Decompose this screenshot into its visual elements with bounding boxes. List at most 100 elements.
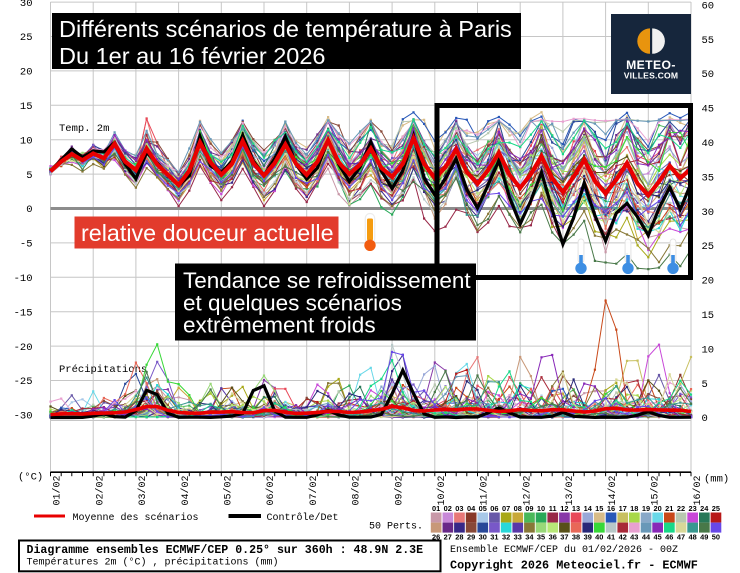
svg-text:09: 09 <box>525 504 533 513</box>
svg-text:16: 16 <box>607 504 615 513</box>
svg-text:30: 30 <box>20 0 33 10</box>
svg-text:10/02: 10/02 <box>436 475 448 505</box>
svg-text:29: 29 <box>467 532 475 541</box>
svg-text:18: 18 <box>630 504 638 513</box>
svg-text:28: 28 <box>455 532 463 541</box>
svg-text:21: 21 <box>665 504 673 513</box>
svg-text:45: 45 <box>702 104 715 116</box>
svg-text:Copyright 2026 Meteociel.fr -: Copyright 2026 Meteociel.fr - ECMWF <box>450 559 698 573</box>
svg-text:50: 50 <box>712 532 720 541</box>
svg-text:42: 42 <box>619 532 627 541</box>
svg-text:38: 38 <box>572 532 580 541</box>
svg-text:50 Perts.: 50 Perts. <box>369 522 423 533</box>
svg-text:41: 41 <box>607 532 615 541</box>
svg-text:50: 50 <box>702 69 715 81</box>
svg-text:et quelques scénarios: et quelques scénarios <box>183 291 402 316</box>
svg-text:Précipitations: Précipitations <box>59 364 147 376</box>
svg-text:20: 20 <box>702 276 715 288</box>
svg-text:Ensemble ECMWF/CEP du 01/02/20: Ensemble ECMWF/CEP du 01/02/2026 - 00Z <box>450 544 678 556</box>
svg-text:23: 23 <box>688 504 696 513</box>
svg-text:02: 02 <box>444 504 452 513</box>
svg-text:relative douceur actuelle: relative douceur actuelle <box>81 220 334 246</box>
svg-text:55: 55 <box>702 35 715 47</box>
svg-text:35: 35 <box>537 532 545 541</box>
svg-text:Contrôle/Det: Contrôle/Det <box>267 512 339 524</box>
svg-text:03: 03 <box>455 504 463 513</box>
svg-text:5: 5 <box>26 170 32 182</box>
svg-text:14: 14 <box>584 504 593 513</box>
svg-text:06: 06 <box>490 504 498 513</box>
svg-text:25: 25 <box>712 504 720 513</box>
svg-text:Moyenne des scénarios: Moyenne des scénarios <box>73 512 199 524</box>
svg-text:26: 26 <box>432 532 440 541</box>
svg-text:22: 22 <box>677 504 685 513</box>
svg-text:15: 15 <box>595 504 603 513</box>
svg-text:12/02: 12/02 <box>521 475 533 505</box>
svg-text:VILLES.COM: VILLES.COM <box>624 71 679 81</box>
svg-text:Temp. 2m: Temp. 2m <box>59 123 109 135</box>
svg-text:47: 47 <box>677 532 685 541</box>
svg-text:07: 07 <box>502 504 510 513</box>
svg-text:-5: -5 <box>20 239 33 251</box>
svg-text:06/02: 06/02 <box>265 475 277 505</box>
svg-text:37: 37 <box>560 532 568 541</box>
svg-text:0: 0 <box>26 204 32 216</box>
svg-text:30: 30 <box>479 532 487 541</box>
svg-text:15: 15 <box>702 310 715 322</box>
svg-text:40: 40 <box>702 138 715 150</box>
svg-text:44: 44 <box>642 532 651 541</box>
svg-text:02/02: 02/02 <box>94 475 106 505</box>
svg-text:08: 08 <box>514 504 522 513</box>
svg-text:-10: -10 <box>14 273 33 285</box>
svg-text:25: 25 <box>702 241 715 253</box>
svg-text:10: 10 <box>20 135 33 147</box>
svg-text:15: 15 <box>20 101 33 113</box>
svg-text:14/02: 14/02 <box>607 475 619 505</box>
svg-text:(°C): (°C) <box>18 472 43 484</box>
svg-text:Différents scénarios de tempér: Différents scénarios de température à Pa… <box>59 16 512 42</box>
svg-text:01: 01 <box>432 504 440 513</box>
svg-text:-25: -25 <box>14 376 33 388</box>
svg-text:40: 40 <box>595 532 603 541</box>
svg-text:43: 43 <box>630 532 638 541</box>
svg-text:17: 17 <box>619 504 627 513</box>
svg-text:12: 12 <box>560 504 568 513</box>
svg-text:45: 45 <box>653 532 661 541</box>
svg-text:24: 24 <box>700 504 709 513</box>
svg-text:11: 11 <box>549 504 557 513</box>
svg-text:METEO-: METEO- <box>626 58 676 72</box>
svg-text:25: 25 <box>20 32 33 44</box>
svg-text:15/02: 15/02 <box>650 475 662 505</box>
svg-text:Diagramme ensembles ECMWF/CEP: Diagramme ensembles ECMWF/CEP 0.25° sur … <box>27 544 424 557</box>
svg-text:60: 60 <box>702 0 715 12</box>
svg-text:27: 27 <box>444 532 452 541</box>
svg-text:20: 20 <box>20 67 33 79</box>
svg-text:5: 5 <box>702 379 708 391</box>
svg-text:-20: -20 <box>14 342 33 354</box>
svg-text:07/02: 07/02 <box>308 475 320 505</box>
svg-text:36: 36 <box>549 532 557 541</box>
svg-text:48: 48 <box>688 532 696 541</box>
svg-text:05: 05 <box>479 504 487 513</box>
svg-text:34: 34 <box>525 532 534 541</box>
svg-text:19: 19 <box>642 504 650 513</box>
svg-text:35: 35 <box>702 172 715 184</box>
svg-text:46: 46 <box>665 532 673 541</box>
svg-text:13/02: 13/02 <box>564 475 576 505</box>
svg-text:33: 33 <box>514 532 522 541</box>
svg-text:09/02: 09/02 <box>393 475 405 505</box>
svg-text:31: 31 <box>490 532 498 541</box>
svg-text:0: 0 <box>702 413 708 425</box>
svg-text:49: 49 <box>700 532 708 541</box>
svg-text:20: 20 <box>653 504 661 513</box>
svg-text:Tendance se refroidissement: Tendance se refroidissement <box>183 268 471 293</box>
svg-text:extrêmement froids: extrêmement froids <box>183 313 376 338</box>
svg-text:03/02: 03/02 <box>137 475 149 505</box>
svg-text:10: 10 <box>702 344 715 356</box>
svg-text:-30: -30 <box>14 411 33 423</box>
svg-text:30: 30 <box>702 207 715 219</box>
svg-text:01/02: 01/02 <box>52 475 64 505</box>
svg-text:04/02: 04/02 <box>180 475 192 505</box>
svg-text:08/02: 08/02 <box>351 475 363 505</box>
svg-text:(mm): (mm) <box>704 474 729 486</box>
